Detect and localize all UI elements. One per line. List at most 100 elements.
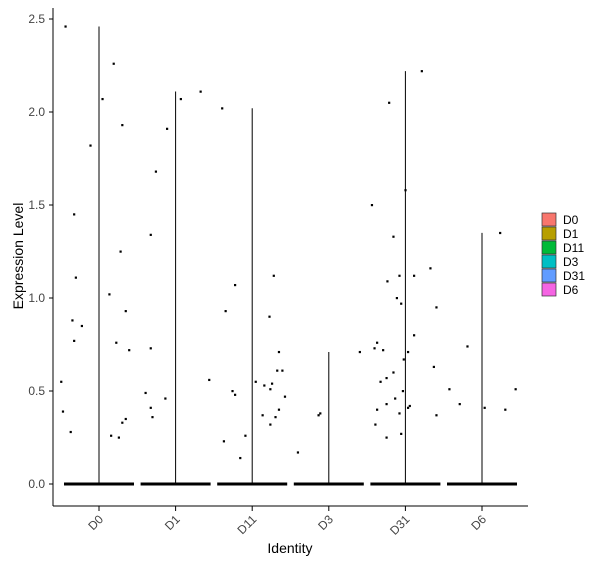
point-D11-6 — [276, 369, 279, 372]
point-D0-10 — [71, 319, 74, 322]
point-D6-0 — [499, 231, 502, 235]
point-D31-12 — [413, 334, 416, 337]
x-axis-title: Identity — [267, 540, 312, 556]
legend-swatch-D1 — [541, 226, 557, 241]
point-D11-1 — [272, 274, 275, 277]
point-D3-1 — [319, 412, 322, 415]
point-D31-10 — [400, 302, 403, 305]
point-D11-18 — [269, 423, 272, 426]
x-tick-label-D31: D31 — [387, 512, 413, 538]
point-D1-9 — [149, 406, 152, 409]
point-D11-13 — [234, 393, 237, 396]
point-D11-10 — [263, 384, 266, 387]
zero-points-D0 — [64, 482, 134, 486]
point-D0-3 — [121, 124, 124, 127]
legend-swatch-D11 — [541, 240, 557, 255]
point-D31-4 — [392, 235, 395, 238]
point-D0-17 — [124, 417, 127, 421]
point-D3-3 — [296, 451, 300, 454]
point-D0-18 — [121, 421, 124, 424]
point-D31-11 — [435, 306, 438, 309]
point-D31-30 — [374, 423, 377, 426]
point-D11-20 — [222, 440, 226, 443]
point-D0-6 — [119, 250, 122, 253]
legend-label-D6: D6 — [563, 283, 579, 297]
point-D31-23 — [394, 397, 397, 400]
point-D0-13 — [115, 341, 118, 344]
point-D0-11 — [80, 324, 83, 328]
point-D31-0 — [420, 70, 423, 73]
point-D0-2 — [101, 97, 104, 101]
point-D11-0 — [221, 107, 224, 110]
point-D31-17 — [402, 358, 405, 361]
point-D1-2 — [166, 127, 169, 130]
point-D11-14 — [283, 395, 287, 398]
legend-swatch-D3 — [541, 254, 557, 269]
point-D6-5 — [483, 406, 486, 409]
point-D1-3 — [154, 170, 158, 173]
legend-label-D31: D31 — [563, 269, 585, 283]
point-D11-7 — [281, 369, 284, 372]
point-D11-11 — [269, 388, 272, 391]
point-D31-15 — [382, 349, 385, 352]
y-tick-label-5: 2.5 — [28, 12, 45, 26]
point-D11-2 — [234, 283, 237, 287]
point-D31-18 — [432, 365, 435, 369]
point-D3-2 — [317, 414, 320, 417]
point-D0-4 — [89, 144, 92, 147]
point-D31-16 — [406, 350, 410, 354]
point-D1-7 — [144, 391, 147, 395]
point-D31-1 — [388, 101, 391, 104]
legend-swatch-D6 — [541, 282, 557, 297]
point-D1-6 — [208, 378, 211, 382]
point-D31-25 — [408, 404, 411, 408]
point-D1-4 — [149, 233, 152, 236]
point-D1-1 — [179, 97, 182, 101]
zero-points-D6 — [447, 482, 517, 486]
point-D6-3 — [448, 388, 451, 391]
point-D31-14 — [373, 347, 376, 350]
point-D31-22 — [401, 390, 405, 393]
x-tick-label-D3: D3 — [315, 512, 336, 533]
y-tick-label-2: 1.0 — [28, 291, 45, 305]
point-D11-3 — [224, 310, 227, 313]
point-D31-13 — [376, 341, 379, 344]
point-D31-21 — [379, 380, 382, 383]
zero-points-D1 — [140, 482, 211, 486]
point-D31-9 — [395, 297, 398, 300]
point-D31-7 — [413, 274, 416, 277]
zero-points-D3 — [293, 482, 364, 486]
point-D31-5 — [429, 267, 432, 270]
point-D31-8 — [386, 280, 389, 283]
point-D0-8 — [108, 293, 111, 296]
axes: Identity Expression Level 0.0 0.5 1.0 1.5 2.… — [10, 8, 528, 556]
point-D11-21 — [239, 456, 242, 460]
point-D0-15 — [60, 380, 63, 383]
point-D0-7 — [74, 276, 77, 279]
point-D6-6 — [504, 408, 507, 411]
point-D11-9 — [270, 382, 274, 385]
point-D6-1 — [466, 345, 469, 348]
point-D31-6 — [398, 274, 401, 277]
point-D11-16 — [261, 414, 264, 417]
legend-swatch-D0 — [541, 212, 557, 227]
point-D0-14 — [128, 349, 131, 352]
legend-swatch-D31 — [541, 268, 557, 283]
point-D31-27 — [376, 408, 379, 411]
point-D31-2 — [404, 189, 407, 192]
point-D31-32 — [385, 436, 388, 439]
point-D0-16 — [61, 410, 65, 413]
plot-area — [60, 25, 517, 486]
legend-label-D0: D0 — [563, 213, 579, 227]
point-D31-20 — [385, 376, 388, 380]
y-tick-label-4: 2.0 — [28, 105, 45, 119]
point-D11-5 — [277, 350, 281, 354]
point-D31-19 — [392, 371, 395, 374]
point-D11-19 — [244, 434, 247, 437]
point-D31-31 — [400, 432, 403, 435]
y-tick-label-0: 0.0 — [28, 477, 45, 491]
point-D11-8 — [254, 380, 257, 383]
point-D0-1 — [112, 62, 115, 65]
